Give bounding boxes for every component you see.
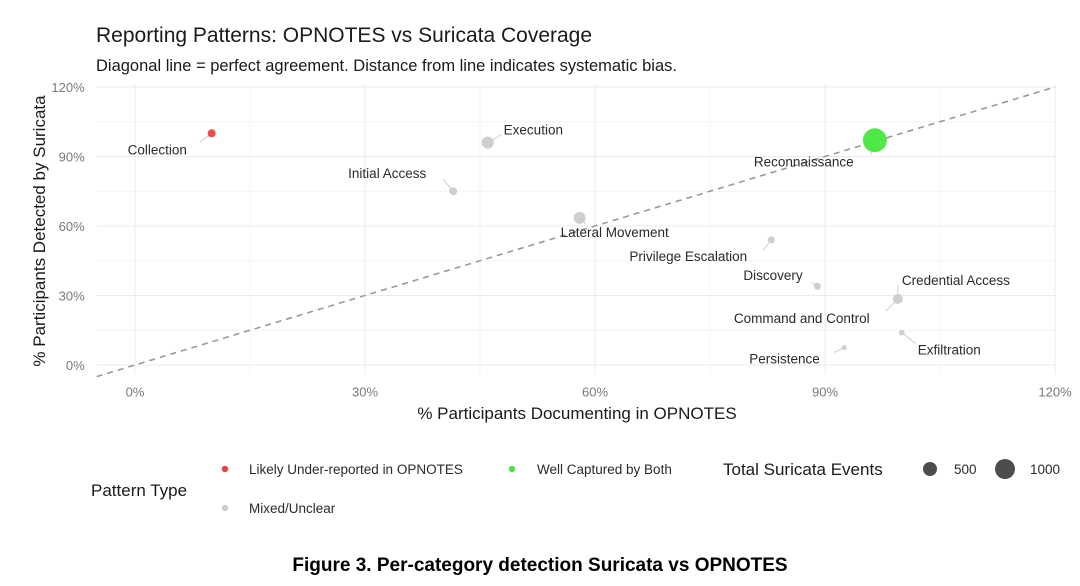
label-persistence: Persistence [749, 352, 820, 367]
label-collection: Collection [128, 142, 187, 157]
legend-key-under-reported [221, 465, 229, 473]
label-initial-access: Initial Access [348, 166, 426, 181]
x-tick-label: 90% [812, 384, 838, 399]
legend-size-key-500 [923, 462, 937, 476]
legend-size-label-500: 500 [954, 462, 977, 477]
label-discovery: Discovery [743, 268, 803, 283]
x-tick-label: 0% [126, 384, 145, 399]
legend-size-key-1000 [995, 459, 1015, 479]
point-exfiltration [898, 329, 905, 336]
point-credential-access [892, 293, 903, 304]
point-labels: Collection Execution Initial Access Reconna… [128, 123, 1010, 367]
label-lateral-movement: Lateral Movement [561, 225, 669, 240]
legend-key-well-captured [508, 465, 516, 473]
point-reconnaissance [862, 128, 887, 153]
x-axis-title: % Participants Documenting in OPNOTES [417, 404, 736, 423]
legend-label-well-captured: Well Captured by Both [537, 462, 672, 477]
y-tick-label: 90% [59, 149, 85, 164]
y-tick-label: 0% [66, 358, 85, 373]
chart-subtitle: Diagonal line = perfect agreement. Dista… [96, 57, 677, 75]
data-points [207, 128, 905, 351]
y-tick-label: 60% [59, 219, 85, 234]
x-tick-label: 30% [352, 384, 378, 399]
point-execution [481, 136, 494, 149]
legend: Pattern Type Likely Under-reported in OP… [91, 459, 1060, 516]
x-tick-labels: 0% 30% 60% 90% 120% [126, 384, 1073, 399]
x-tick-label: 60% [582, 384, 608, 399]
x-tick-label: 120% [1038, 384, 1072, 399]
y-tick-label: 120% [51, 80, 85, 95]
point-collection [207, 129, 216, 138]
point-lateral-movement [573, 211, 586, 224]
legend-size-title: Total Suricata Events [723, 460, 883, 479]
label-privilege-escalation: Privilege Escalation [629, 249, 747, 264]
legend-label-mixed: Mixed/Unclear [249, 501, 336, 516]
legend-size-label-1000: 1000 [1030, 462, 1060, 477]
figure-caption: Figure 3. Per-category detection Suricat… [292, 555, 787, 576]
legend-entry-under-reported: Likely Under-reported in OPNOTES [221, 462, 463, 477]
point-privilege-escalation [767, 236, 775, 244]
label-credential-access: Credential Access [902, 273, 1010, 288]
grid [96, 84, 1056, 375]
point-persistence [841, 345, 847, 351]
chart-title: Reporting Patterns: OPNOTES vs Suricata … [96, 24, 592, 47]
label-command-and-control: Command and Control [734, 311, 870, 326]
legend-key-mixed [221, 504, 229, 512]
legend-entry-well-captured: Well Captured by Both [508, 462, 672, 477]
y-tick-label: 30% [59, 288, 85, 303]
perfect-agreement-line [96, 86, 1056, 378]
legend-entry-mixed: Mixed/Unclear [221, 501, 336, 516]
reference-line-group [96, 86, 1056, 378]
label-execution: Execution [504, 123, 563, 138]
label-exfiltration: Exfiltration [918, 343, 981, 358]
point-initial-access [449, 187, 458, 196]
y-axis-title: % Participants Detected by Suricata [30, 95, 49, 367]
legend-label-under-reported: Likely Under-reported in OPNOTES [249, 462, 463, 477]
y-tick-labels: 0% 30% 60% 90% 120% [51, 80, 85, 373]
legend-color-title: Pattern Type [91, 481, 187, 500]
label-reconnaissance: Reconnaissance [754, 154, 854, 169]
point-discovery [813, 282, 821, 290]
